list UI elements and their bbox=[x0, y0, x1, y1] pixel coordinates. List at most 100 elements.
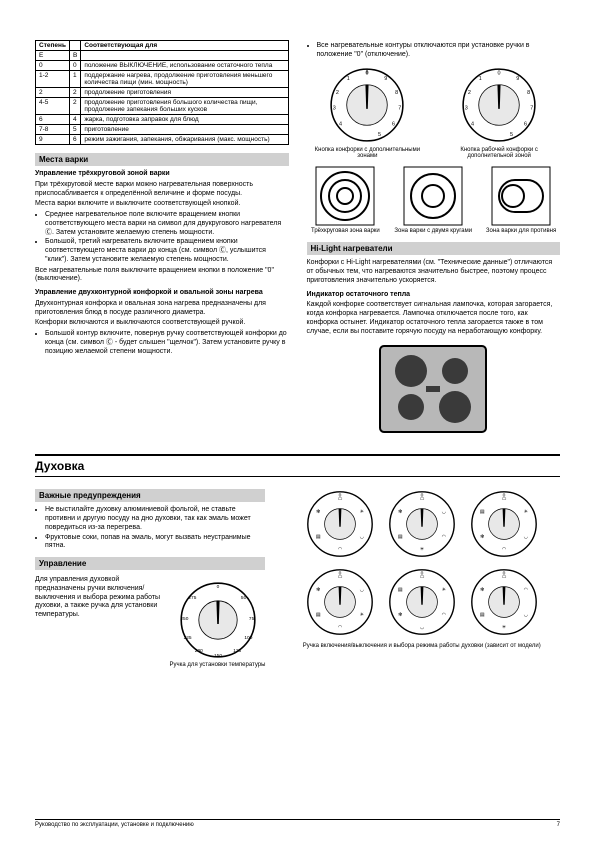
svg-text:◡: ◡ bbox=[359, 535, 364, 540]
svg-text:7: 7 bbox=[530, 105, 533, 111]
svg-text:✻: ✻ bbox=[480, 587, 484, 593]
svg-text:0: 0 bbox=[498, 70, 501, 76]
left-column: СтепеньСоответствующая для EB00положение… bbox=[35, 40, 289, 442]
oven-right: 0 ▭☀◡◠▤✻ 0 ▭◡◠☀▤✻ 0 ▭☀◡◠✻▤ 0 ▭◡☀◠▤✻ 0 ▭☀… bbox=[283, 483, 560, 668]
svg-text:225: 225 bbox=[183, 635, 191, 641]
svg-text:▤: ▤ bbox=[398, 587, 403, 593]
dual-zone-desc: Двухконтурная конфорка и овальная зона н… bbox=[35, 300, 289, 318]
temp-knob-block: 0 27550 25075 225100 200125 150 Ручка дл… bbox=[170, 580, 266, 669]
svg-text:1: 1 bbox=[347, 76, 350, 82]
oven-mode-knob: 0 ▭☀◡◠▤✻ bbox=[305, 489, 375, 559]
svg-text:250: 250 bbox=[180, 616, 188, 622]
svg-text:3: 3 bbox=[333, 105, 336, 111]
svg-text:1: 1 bbox=[479, 76, 482, 82]
svg-text:9: 9 bbox=[385, 76, 388, 82]
oven-mode-knob: 0 ▭◡◠☀▤✻ bbox=[387, 489, 457, 559]
svg-text:275: 275 bbox=[188, 595, 196, 601]
svg-text:▤: ▤ bbox=[316, 612, 321, 618]
triple-zone-title: Управление трёхкруговой зоной варки bbox=[35, 170, 289, 179]
oven-mode-knob: 0 ▭☀◠◡✻▤ bbox=[387, 567, 457, 637]
table-row: 64жарка, подготовка заправок для блюд bbox=[36, 115, 289, 125]
svg-text:5: 5 bbox=[510, 132, 513, 138]
table-row: 1-21поддержание нагрева, продолжение при… bbox=[36, 71, 289, 88]
oven-control-desc: Для управления духовкой предназначены ру… bbox=[35, 576, 162, 620]
oven-warning-bullets: Не выстилайте духовку алюминиевой фольго… bbox=[35, 506, 265, 551]
svg-text:☀: ☀ bbox=[502, 625, 507, 631]
table-row: EB bbox=[36, 51, 289, 61]
svg-text:▤: ▤ bbox=[480, 612, 485, 618]
all-off-note: Все нагревательные поля выключите вращен… bbox=[35, 267, 289, 285]
zone-oval: Зона варки для противня bbox=[482, 166, 560, 235]
svg-text:3: 3 bbox=[465, 105, 468, 111]
section-hilight: Hi-Light нагреватели bbox=[307, 242, 561, 255]
zone-icon bbox=[491, 166, 551, 226]
svg-text:☀: ☀ bbox=[359, 612, 364, 618]
svg-text:8: 8 bbox=[527, 90, 530, 96]
section-oven-control: Управление bbox=[35, 557, 265, 570]
page-number: 7 bbox=[557, 822, 560, 828]
knob-single-extra: 0 91 82 73 64 5 Кнопка рабочей конфорки … bbox=[438, 66, 560, 160]
svg-text:6: 6 bbox=[392, 121, 395, 127]
right-column: Все нагревательные контуры отключаются п… bbox=[307, 40, 561, 442]
svg-text:◡: ◡ bbox=[523, 535, 528, 540]
svg-text:◡: ◡ bbox=[523, 613, 528, 618]
svg-text:◠: ◠ bbox=[338, 547, 343, 553]
table-row: 00положение ВЫКЛЮЧЕНИЕ, использование ос… bbox=[36, 61, 289, 71]
upper-columns: СтепеньСоответствующая для EB00положение… bbox=[35, 40, 560, 442]
svg-text:▤: ▤ bbox=[398, 534, 403, 540]
svg-text:2: 2 bbox=[336, 90, 339, 96]
oven-section-title: Духовка bbox=[35, 454, 560, 477]
svg-text:◠: ◠ bbox=[441, 612, 446, 618]
svg-text:5: 5 bbox=[378, 132, 381, 138]
svg-text:▭: ▭ bbox=[337, 575, 342, 580]
section-cooking-places: Места варки bbox=[35, 153, 289, 166]
svg-text:7: 7 bbox=[399, 105, 402, 111]
hob-diagram bbox=[378, 344, 488, 434]
oven-knob-caption: Ручка включения/выключения и выбора режи… bbox=[283, 643, 560, 650]
svg-text:▭: ▭ bbox=[501, 575, 506, 580]
svg-text:☀: ☀ bbox=[523, 509, 528, 515]
svg-text:8: 8 bbox=[395, 90, 398, 96]
svg-text:✻: ✻ bbox=[480, 534, 484, 540]
svg-text:◠: ◠ bbox=[502, 547, 507, 553]
svg-text:▭: ▭ bbox=[419, 497, 424, 502]
svg-text:100: 100 bbox=[244, 635, 252, 641]
table-row: 7-85приготовление bbox=[36, 125, 289, 135]
page-footer: Руководство по эксплуатации, установке и… bbox=[35, 819, 560, 828]
oven-left: Важные предупреждения Не выстилайте духо… bbox=[35, 483, 265, 668]
svg-text:▤: ▤ bbox=[480, 509, 485, 515]
svg-text:▭: ▭ bbox=[337, 497, 342, 502]
oven-mode-knob: 0 ▭◠◡☀▤✻ bbox=[469, 567, 539, 637]
svg-text:0: 0 bbox=[216, 584, 219, 590]
table-row: 96режим зажигания, запекания, обжаривани… bbox=[36, 135, 289, 145]
hilight-desc: Конфорки с Hi-Light нагревателями (см. "… bbox=[307, 259, 561, 285]
svg-text:▤: ▤ bbox=[316, 534, 321, 540]
oven-mode-knob: 0 ▭◡☀◠▤✻ bbox=[305, 567, 375, 637]
knob-multi-zone: 0 91 82 73 64 5 Кнопка конфорки с дополн… bbox=[307, 66, 429, 160]
dual-zone-enable: Конфорки включаются и выключаются соотве… bbox=[35, 319, 289, 328]
dual-zone-bullets: Большой контур включите, повернув ручку … bbox=[35, 330, 289, 356]
zone-icon bbox=[315, 166, 375, 226]
section-oven-warnings: Важные предупреждения bbox=[35, 489, 265, 502]
top-off-note: Все нагревательные контуры отключаются п… bbox=[307, 42, 561, 60]
knob-icon: 0 91 82 73 64 5 bbox=[460, 66, 538, 144]
svg-text:4: 4 bbox=[339, 121, 342, 127]
residual-heat-title: Индикатор остаточного тепла bbox=[307, 291, 561, 300]
oven-mode-knob: 0 ▭☀◡◠✻▤ bbox=[469, 489, 539, 559]
triple-zone-bullets: Среднее нагревательное поле включите вра… bbox=[35, 211, 289, 265]
svg-text:75: 75 bbox=[248, 616, 254, 622]
svg-text:6: 6 bbox=[524, 121, 527, 127]
residual-heat-desc: Каждой конфорке соответствует сигнальная… bbox=[307, 301, 561, 336]
zone-double: Зона варки с двумя кругами bbox=[394, 166, 472, 235]
svg-text:☀: ☀ bbox=[359, 509, 364, 515]
lower-columns: Важные предупреждения Не выстилайте духо… bbox=[35, 483, 560, 668]
knob-row: 0 91 82 73 64 5 Кнопка конфорки с дополн… bbox=[307, 66, 561, 160]
svg-text:2: 2 bbox=[468, 90, 471, 96]
svg-text:◡: ◡ bbox=[420, 626, 425, 631]
svg-text:✻: ✻ bbox=[398, 612, 402, 618]
svg-text:✻: ✻ bbox=[316, 587, 320, 593]
svg-text:☀: ☀ bbox=[420, 547, 425, 553]
svg-text:4: 4 bbox=[471, 121, 474, 127]
svg-text:☀: ☀ bbox=[441, 587, 446, 593]
zone-icon bbox=[403, 166, 463, 226]
